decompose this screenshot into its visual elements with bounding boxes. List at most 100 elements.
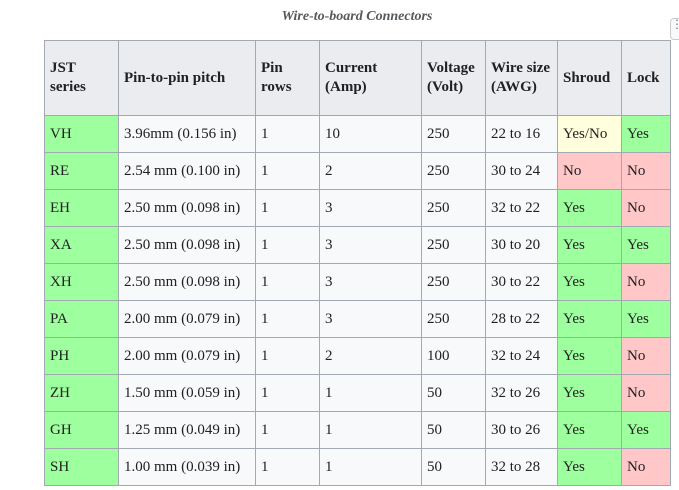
current-cell: 2 — [319, 337, 422, 375]
lock-cell: Yes — [621, 411, 671, 449]
lock-cell: No — [621, 448, 671, 486]
header-voltage: Voltage (Volt) — [421, 40, 486, 116]
wire-size-cell: 22 to 16 — [485, 115, 558, 153]
table-row: PH 2.00 mm (0.079 in) 1 2 100 32 to 24 Yes No — [44, 337, 671, 375]
header-shroud: Shroud — [557, 40, 622, 116]
table-caption: Wire-to-board Connectors — [281, 9, 433, 24]
lock-cell: Yes — [621, 300, 671, 338]
current-cell: 3 — [319, 263, 422, 301]
voltage-cell: 50 — [421, 374, 486, 412]
pitch-cell: 2.50 mm (0.098 in) — [118, 263, 256, 301]
pin-rows-cell: 1 — [255, 115, 320, 153]
pitch-cell: 2.00 mm (0.079 in) — [118, 337, 256, 375]
lock-cell: No — [621, 152, 671, 190]
pitch-cell: 2.54 mm (0.100 in) — [118, 152, 256, 190]
voltage-cell: 250 — [421, 115, 486, 153]
table-body: VH 3.96mm (0.156 in) 1 10 250 22 to 16 Yes/No Y… — [44, 115, 671, 486]
voltage-cell: 100 — [421, 337, 486, 375]
shroud-cell: Yes — [557, 374, 622, 412]
header-pin-to-pin-pitch: Pin-to-pin pitch — [118, 40, 256, 116]
voltage-cell: 250 — [421, 226, 486, 264]
pin-rows-cell: 1 — [255, 263, 320, 301]
pin-rows-cell: 1 — [255, 411, 320, 449]
header-pin-rows: Pin rows — [255, 40, 320, 116]
current-cell: 3 — [319, 189, 422, 227]
wire-size-cell: 28 to 22 — [485, 300, 558, 338]
pin-rows-cell: 1 — [255, 226, 320, 264]
shroud-cell: Yes — [557, 411, 622, 449]
pin-rows-cell: 1 — [255, 374, 320, 412]
pin-rows-cell: 1 — [255, 337, 320, 375]
series-cell: EH — [44, 189, 119, 227]
series-cell: VH — [44, 115, 119, 153]
series-cell: SH — [44, 448, 119, 486]
pitch-cell: 1.25 mm (0.049 in) — [118, 411, 256, 449]
current-cell: 1 — [319, 448, 422, 486]
current-cell: 1 — [319, 411, 422, 449]
pitch-cell: 2.00 mm (0.079 in) — [118, 300, 256, 338]
voltage-cell: 50 — [421, 411, 486, 449]
header-current: Current (Amp) — [319, 40, 422, 116]
pitch-cell: 3.96mm (0.156 in) — [118, 115, 256, 153]
table-row: PA 2.00 mm (0.079 in) 1 3 250 28 to 22 Yes Yes — [44, 300, 671, 338]
pin-rows-cell: 1 — [255, 300, 320, 338]
series-cell: PH — [44, 337, 119, 375]
series-cell: XA — [44, 226, 119, 264]
table-row: ZH 1.50 mm (0.059 in) 1 1 50 32 to 26 Yes No — [44, 374, 671, 412]
series-cell: RE — [44, 152, 119, 190]
connectors-table: JST series Pin-to-pin pitch Pin rows Cur… — [44, 40, 671, 486]
current-cell: 3 — [319, 300, 422, 338]
lock-cell: Yes — [621, 226, 671, 264]
pin-rows-cell: 1 — [255, 448, 320, 486]
lock-cell: No — [621, 337, 671, 375]
header-jst-series: JST series — [44, 40, 119, 116]
pitch-cell: 1.00 mm (0.039 in) — [118, 448, 256, 486]
voltage-cell: 250 — [421, 263, 486, 301]
table-row: VH 3.96mm (0.156 in) 1 10 250 22 to 16 Yes/No Y… — [44, 115, 671, 153]
wire-size-cell: 30 to 24 — [485, 152, 558, 190]
table-row: XA 2.50 mm (0.098 in) 1 3 250 30 to 20 Yes Yes — [44, 226, 671, 264]
voltage-cell: 250 — [421, 300, 486, 338]
lock-cell: Yes — [621, 115, 671, 153]
series-cell: ZH — [44, 374, 119, 412]
pitch-cell: 2.50 mm (0.098 in) — [118, 189, 256, 227]
lock-cell: No — [621, 263, 671, 301]
header-lock: Lock — [621, 40, 671, 116]
current-cell: 2 — [319, 152, 422, 190]
series-cell: GH — [44, 411, 119, 449]
pin-rows-cell: 1 — [255, 189, 320, 227]
lock-cell: No — [621, 189, 671, 227]
voltage-cell: 50 — [421, 448, 486, 486]
header-row: JST series Pin-to-pin pitch Pin rows Cur… — [44, 40, 671, 116]
shroud-cell: Yes/No — [557, 115, 622, 153]
table-row: SH 1.00 mm (0.039 in) 1 1 50 32 to 28 Yes No — [44, 448, 671, 486]
table-row: EH 2.50 mm (0.098 in) 1 3 250 32 to 22 Yes No — [44, 189, 671, 227]
table-row: XH 2.50 mm (0.098 in) 1 3 250 30 to 22 Yes No — [44, 263, 671, 301]
current-cell: 1 — [319, 374, 422, 412]
wire-size-cell: 30 to 22 — [485, 263, 558, 301]
shroud-cell: Yes — [557, 448, 622, 486]
wire-size-cell: 30 to 20 — [485, 226, 558, 264]
shroud-cell: Yes — [557, 226, 622, 264]
shroud-cell: Yes — [557, 337, 622, 375]
wire-size-cell: 32 to 22 — [485, 189, 558, 227]
shroud-cell: No — [557, 152, 622, 190]
series-cell: PA — [44, 300, 119, 338]
pitch-cell: 2.50 mm (0.098 in) — [118, 226, 256, 264]
current-cell: 10 — [319, 115, 422, 153]
pin-rows-cell: 1 — [255, 152, 320, 190]
wire-size-cell: 32 to 26 — [485, 374, 558, 412]
pitch-cell: 1.50 mm (0.059 in) — [118, 374, 256, 412]
more-options-icon[interactable]: ⋮ — [670, 18, 679, 40]
header-wire-size: Wire size (AWG) — [485, 40, 558, 116]
table-row: GH 1.25 mm (0.049 in) 1 1 50 30 to 26 Yes Yes — [44, 411, 671, 449]
series-cell: XH — [44, 263, 119, 301]
shroud-cell: Yes — [557, 300, 622, 338]
wire-size-cell: 32 to 28 — [485, 448, 558, 486]
voltage-cell: 250 — [421, 152, 486, 190]
wire-size-cell: 32 to 24 — [485, 337, 558, 375]
voltage-cell: 250 — [421, 189, 486, 227]
table-row: RE 2.54 mm (0.100 in) 1 2 250 30 to 24 No No — [44, 152, 671, 190]
current-cell: 3 — [319, 226, 422, 264]
shroud-cell: Yes — [557, 189, 622, 227]
